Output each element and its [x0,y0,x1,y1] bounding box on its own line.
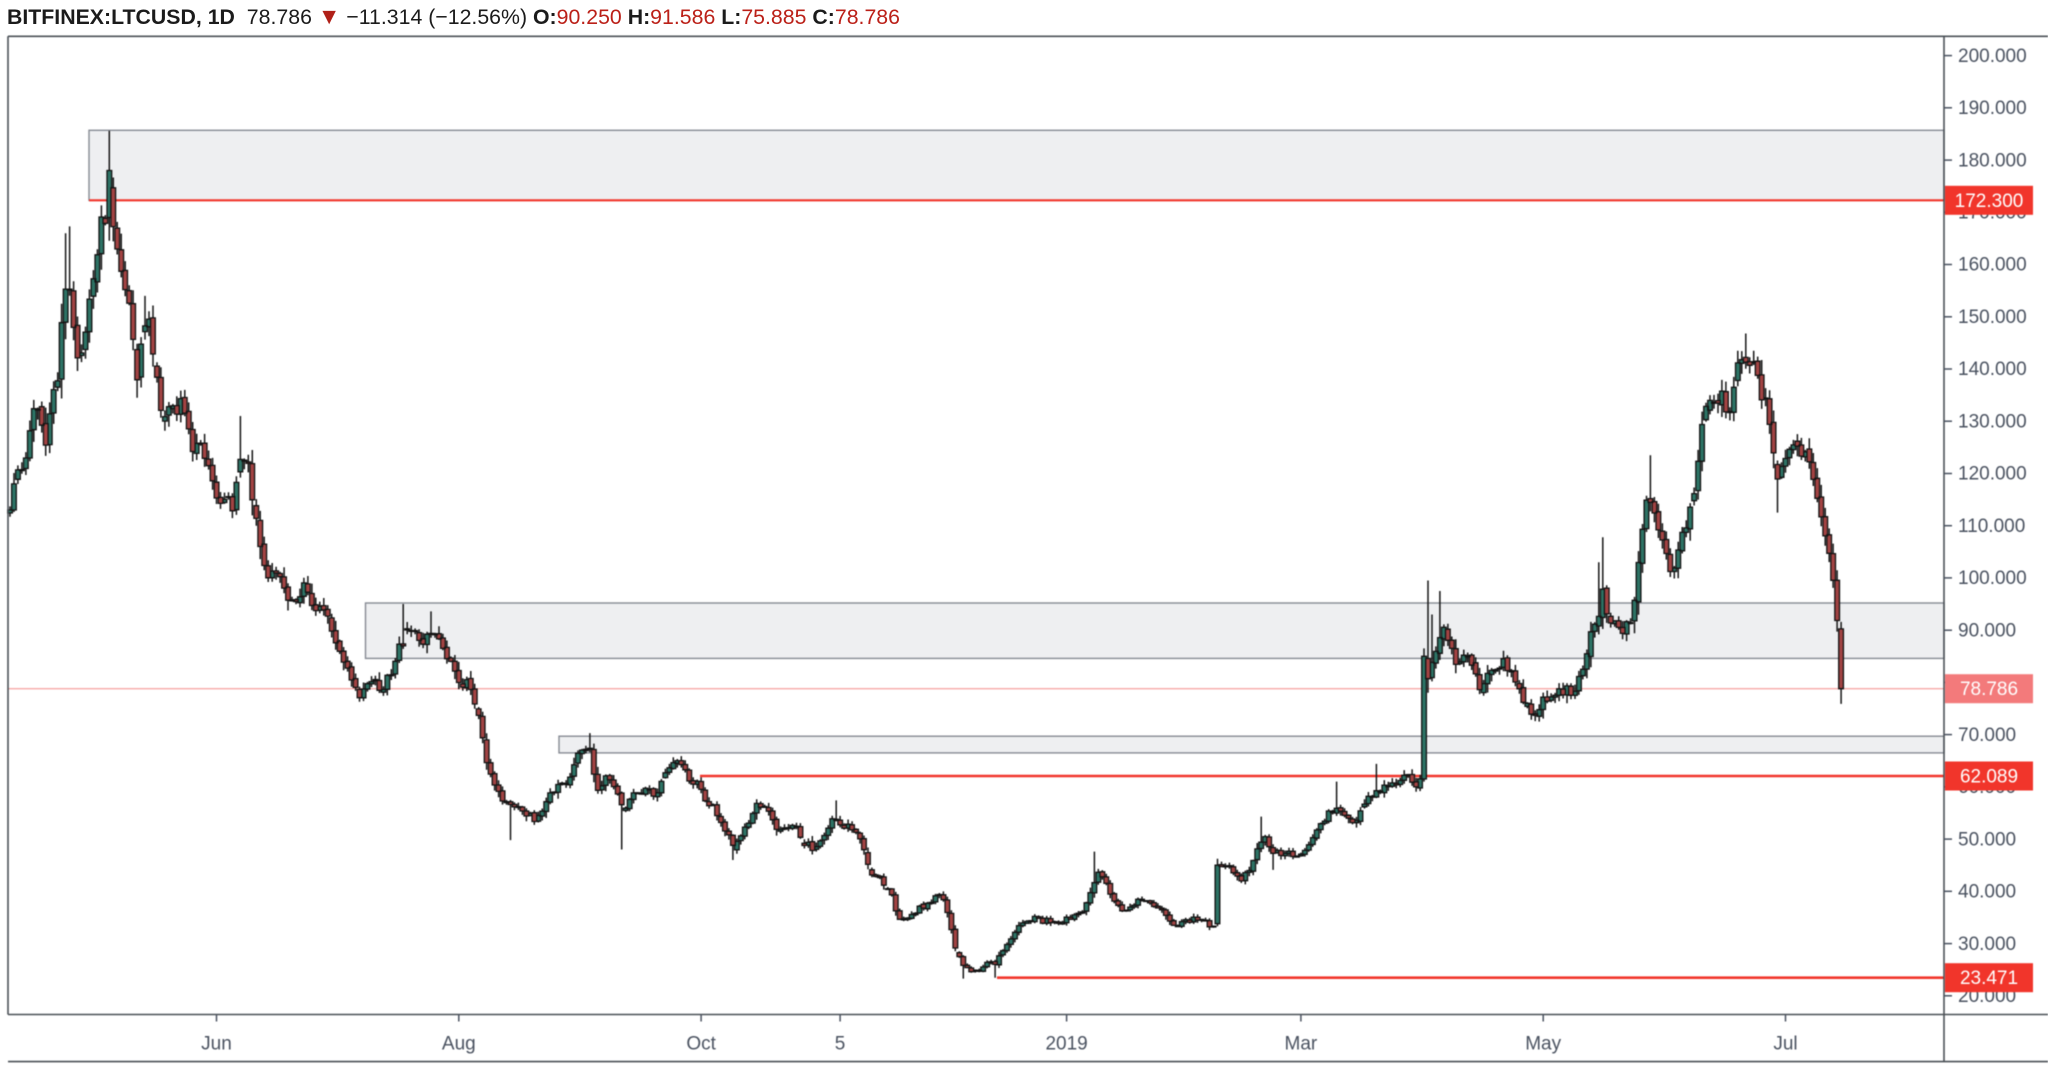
svg-text:May: May [1525,1034,1561,1055]
svg-text:100.000: 100.000 [1958,568,2027,589]
svg-text:2019: 2019 [1045,1034,1087,1055]
svg-text:150.000: 150.000 [1958,307,2027,328]
svg-text:180.000: 180.000 [1958,150,2027,171]
svg-text:110.000: 110.000 [1958,516,2025,537]
svg-text:50.000: 50.000 [1958,829,2016,850]
svg-text:160.000: 160.000 [1958,255,2027,276]
svg-text:Mar: Mar [1285,1034,1318,1055]
svg-text:62.089: 62.089 [1960,767,2018,788]
svg-text:Aug: Aug [442,1034,476,1055]
svg-text:30.000: 30.000 [1958,934,2016,955]
svg-text:5: 5 [835,1034,846,1055]
svg-text:Oct: Oct [686,1034,716,1055]
svg-text:23.471: 23.471 [1960,968,2018,989]
svg-text:Jun: Jun [201,1034,232,1055]
svg-text:78.786: 78.786 [1960,679,2018,700]
svg-text:120.000: 120.000 [1958,464,2027,485]
svg-text:Jul: Jul [1773,1034,1797,1055]
svg-text:172.300: 172.300 [1955,191,2024,212]
svg-text:200.000: 200.000 [1958,46,2027,67]
svg-text:90.000: 90.000 [1958,620,2016,641]
svg-text:190.000: 190.000 [1958,98,2027,119]
svg-text:70.000: 70.000 [1958,725,2016,746]
svg-text:140.000: 140.000 [1958,359,2027,380]
svg-text:130.000: 130.000 [1958,411,2027,432]
svg-text:40.000: 40.000 [1958,882,2016,903]
